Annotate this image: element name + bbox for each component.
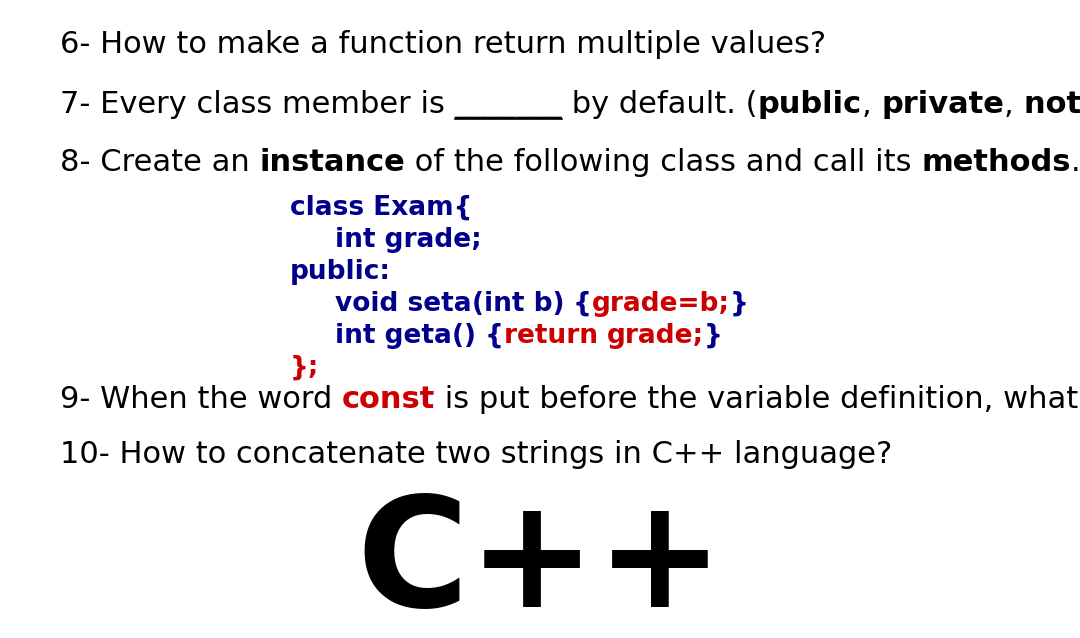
Text: grade=b;: grade=b; [592,291,730,317]
Text: (int b): (int b) [472,291,564,317]
Text: of the following class and call its: of the following class and call its [405,148,921,177]
Text: 7- Every class member is: 7- Every class member is [60,90,455,119]
Text: C++: C++ [356,490,724,638]
Text: by default. (: by default. ( [563,90,758,119]
Text: 8- Create an: 8- Create an [60,148,259,177]
Text: private: private [881,90,1004,119]
Text: const: const [342,385,435,414]
Text: ,: , [862,90,881,119]
Text: {: { [564,291,592,317]
Text: 9- When the word: 9- When the word [60,385,342,414]
Text: };: }; [291,355,320,381]
Text: is put before the variable definition, what does that mean?: is put before the variable definition, w… [435,385,1080,414]
Text: methods: methods [921,148,1071,177]
Text: }: } [704,323,723,349]
Text: grade;: grade; [607,323,704,349]
Text: ,: , [1004,90,1024,119]
Text: 10- How to concatenate two strings in C++ language?: 10- How to concatenate two strings in C+… [60,440,892,469]
Text: }: } [730,291,748,317]
Text: int grade;: int grade; [335,227,482,253]
Text: .: . [1071,148,1080,177]
Text: public: public [758,90,862,119]
Text: not public nor private: not public nor private [1024,90,1080,119]
Text: return: return [503,323,607,349]
Text: class Exam{: class Exam{ [291,195,472,221]
Text: public:: public: [291,259,391,285]
Text: void seta: void seta [335,291,472,317]
Text: 6- How to make a function return multiple values?: 6- How to make a function return multipl… [60,30,826,59]
Text: _______: _______ [455,90,563,119]
Text: () {: () { [451,323,503,349]
Text: int geta: int geta [335,323,451,349]
Text: instance: instance [259,148,405,177]
